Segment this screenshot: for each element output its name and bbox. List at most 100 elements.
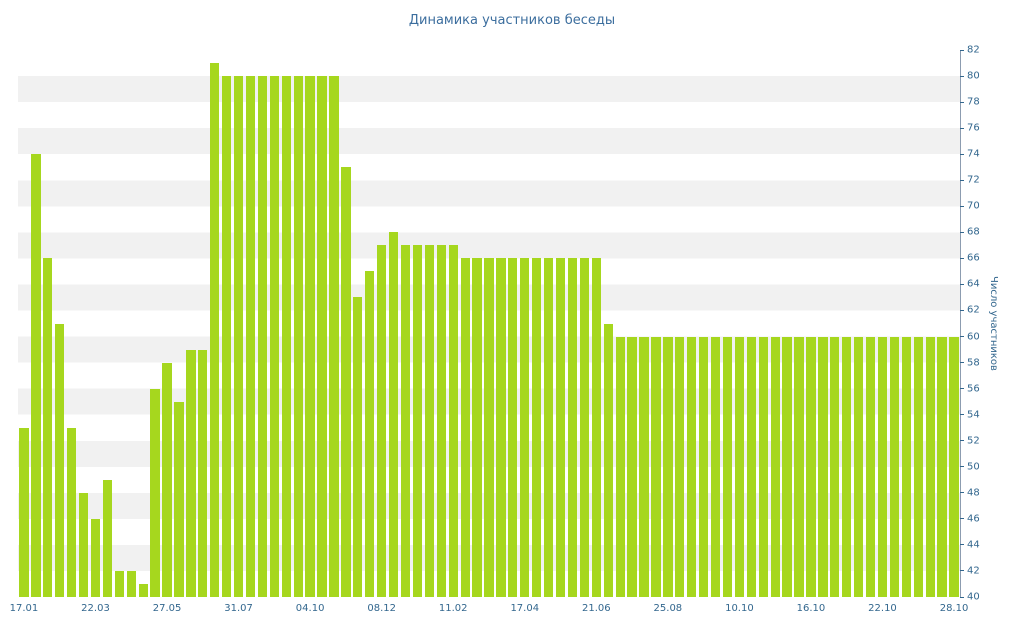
y-tick-label: 58: [967, 357, 980, 369]
bar: [400, 245, 411, 597]
bar: [937, 336, 947, 597]
bar: [842, 336, 852, 597]
x-tick-label: 17.04: [510, 603, 540, 614]
bar: [78, 492, 89, 597]
bar: [794, 336, 804, 597]
bar: [627, 336, 637, 597]
bar: [591, 258, 601, 597]
bar: [877, 336, 888, 597]
bar: [269, 76, 280, 597]
y-tick-mark: [960, 362, 964, 364]
y-tick-label: 74: [967, 148, 980, 160]
bar: [102, 479, 113, 597]
bar: [675, 336, 685, 597]
bar: [55, 323, 65, 597]
bar: [925, 336, 935, 597]
y-tick-label: 64: [967, 278, 980, 290]
y-tick-mark: [960, 231, 964, 233]
bar: [555, 258, 566, 597]
y-tick-label: 72: [967, 174, 980, 186]
x-tick-label: 27.05: [152, 603, 182, 614]
y-tick-label: 52: [967, 435, 980, 447]
y-tick-label: 70: [967, 200, 980, 212]
bar: [305, 76, 315, 597]
y-tick-label: 66: [967, 252, 980, 264]
y-tick-label: 82: [967, 44, 980, 56]
y-tick-mark: [960, 49, 964, 51]
y-tick-mark: [960, 257, 964, 259]
y-axis-title: Число участников: [988, 276, 999, 371]
y-tick-label: 48: [967, 487, 980, 499]
bar: [687, 336, 697, 597]
bar: [67, 427, 77, 597]
bar: [210, 63, 220, 597]
y-tick-label: 50: [967, 461, 980, 473]
y-tick-mark: [960, 75, 964, 77]
bar: [43, 258, 53, 597]
y-tick-mark: [960, 336, 964, 338]
bar: [603, 323, 613, 597]
y-tick-label: 76: [967, 122, 980, 134]
bar: [698, 336, 709, 597]
bar: [651, 336, 661, 597]
bar: [567, 258, 578, 597]
bar: [734, 336, 745, 597]
chart-title: Динамика участников беседы: [408, 13, 616, 28]
x-tick-label: 22.03: [81, 603, 110, 614]
bar: [639, 336, 649, 597]
y-tick-label: 46: [967, 513, 980, 525]
bar: [865, 336, 876, 597]
y-tick-label: 40: [967, 591, 980, 603]
bar: [222, 76, 232, 597]
y-tick-label: 54: [967, 409, 980, 421]
bar: [198, 349, 208, 597]
bar: [722, 336, 733, 597]
y-tick-mark: [960, 153, 964, 155]
bar: [257, 76, 268, 597]
y-tick-mark: [960, 570, 964, 572]
bar: [233, 76, 244, 597]
bar: [174, 401, 184, 597]
bar: [806, 336, 816, 597]
bar: [901, 336, 911, 597]
bar: [162, 362, 172, 597]
y-tick-mark: [960, 101, 964, 103]
x-tick-label: 04.10: [295, 603, 325, 614]
bar: [329, 76, 339, 597]
plot-area: [18, 50, 961, 597]
bar: [114, 570, 124, 597]
y-tick-label: 60: [967, 331, 980, 343]
y-tick-mark: [960, 179, 964, 181]
y-tick-label: 56: [967, 383, 980, 395]
bar: [758, 336, 768, 597]
bar: [854, 336, 864, 597]
y-tick-mark: [960, 544, 964, 546]
y-tick-label: 42: [967, 565, 980, 577]
bar: [543, 258, 554, 597]
bar: [949, 336, 959, 597]
bar: [412, 245, 423, 597]
x-tick-label: 10.10: [725, 603, 754, 614]
bar: [341, 167, 351, 597]
x-tick-label: 11.02: [438, 603, 468, 614]
bar: [484, 258, 494, 597]
y-tick-mark: [960, 205, 964, 207]
x-tick-label: 28.10: [939, 603, 969, 614]
bar: [245, 76, 256, 597]
bar: [317, 76, 327, 597]
x-tick-label: 22.10: [868, 603, 897, 614]
bar: [31, 154, 41, 597]
y-tick-label: 80: [967, 70, 980, 82]
y-tick-mark: [960, 127, 964, 129]
y-tick-mark: [960, 388, 964, 390]
bar: [281, 76, 291, 597]
x-tick-label: 31.07: [224, 603, 253, 614]
bar: [818, 336, 828, 597]
x-tick-label: 17.01: [9, 603, 39, 614]
bar: [365, 271, 375, 597]
y-tick-mark: [960, 596, 964, 598]
bar: [746, 336, 756, 597]
y-tick-mark: [960, 518, 964, 520]
x-tick-label: 21.06: [581, 603, 611, 614]
